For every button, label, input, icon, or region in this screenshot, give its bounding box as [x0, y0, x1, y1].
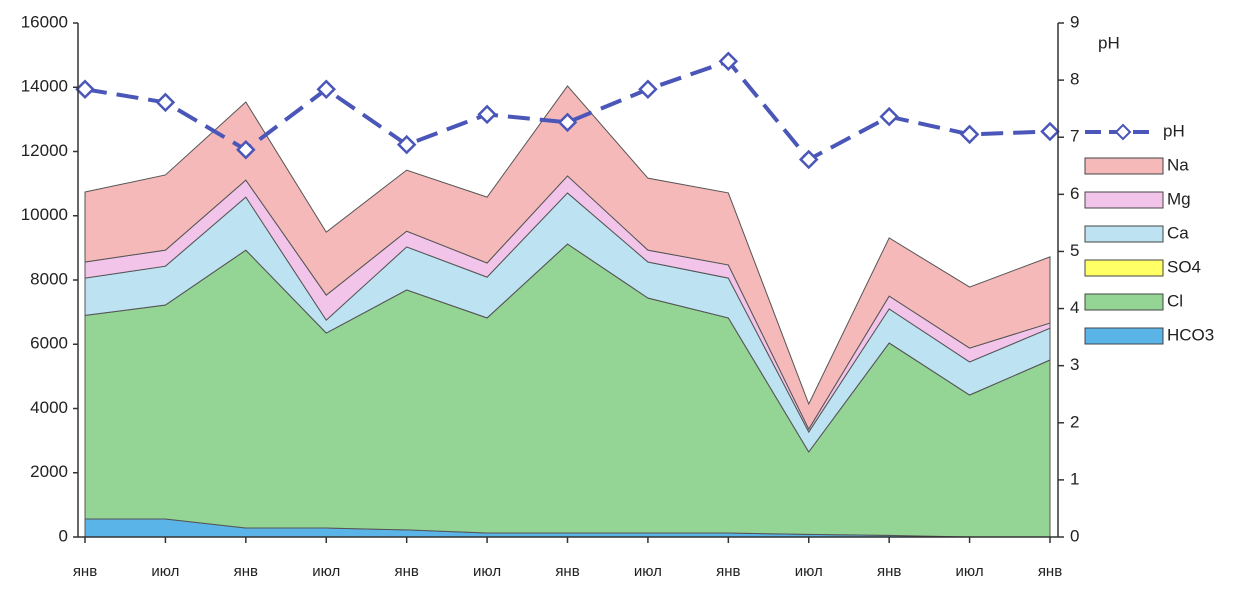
- ph-marker: [959, 124, 980, 145]
- y2-tick-label: 9: [1070, 12, 1079, 31]
- ph-marker: [798, 149, 819, 170]
- x-tick-label: июл: [956, 563, 984, 580]
- y2-tick-label: 4: [1070, 298, 1079, 317]
- legend-label: Cl: [1167, 291, 1183, 310]
- ph-marker: [477, 104, 497, 125]
- ph-marker: [557, 112, 578, 133]
- x-tick-label: июл: [151, 563, 179, 580]
- x-tick-label: янв: [555, 563, 579, 580]
- y-tick-label: 0: [59, 526, 68, 545]
- legend-label: SO4: [1167, 257, 1201, 276]
- y-tick-label: 4000: [30, 398, 68, 417]
- y-tick-label: 16000: [21, 12, 68, 31]
- legend-swatch: [1084, 293, 1164, 311]
- y2-tick-label: 2: [1070, 412, 1079, 431]
- y-tick-label: 14000: [21, 77, 68, 96]
- x-tick-label: янв: [1038, 563, 1062, 580]
- ph-marker: [638, 79, 658, 100]
- legend-swatch: [1084, 157, 1164, 175]
- x-tick-label: июл: [312, 563, 340, 580]
- legend-swatch: [1084, 259, 1164, 277]
- ph-marker: [879, 106, 899, 127]
- legend-marker: [1114, 123, 1132, 141]
- legend-label: Mg: [1167, 189, 1191, 208]
- legend-swatch: [1084, 225, 1164, 243]
- y2-tick-label: 0: [1070, 526, 1079, 545]
- ph-marker: [75, 79, 95, 100]
- legend-swatch: [1084, 327, 1164, 345]
- x-tick-label: янв: [394, 563, 418, 580]
- legend-swatch: [1084, 191, 1164, 209]
- y-tick-label: 2000: [30, 462, 68, 481]
- x-tick-label: июл: [795, 563, 823, 580]
- y2-tick-label: 6: [1070, 184, 1079, 203]
- x-tick-label: янв: [73, 563, 97, 580]
- x-tick-label: июл: [634, 563, 662, 580]
- y2-axis-label: pH: [1098, 33, 1120, 52]
- ph-marker: [1040, 121, 1060, 142]
- ph-marker: [236, 140, 256, 160]
- y2-tick-label: 8: [1070, 70, 1079, 89]
- x-tick-label: янв: [234, 563, 258, 580]
- legend-label: pH: [1163, 121, 1185, 140]
- y-tick-label: 10000: [21, 205, 68, 224]
- legend-label: Na: [1167, 155, 1189, 174]
- legend-label: HCO3: [1167, 325, 1214, 344]
- x-tick-label: янв: [877, 563, 901, 580]
- ph-marker: [396, 134, 417, 155]
- y2-tick-label: 7: [1070, 127, 1079, 146]
- y2-tick-label: 1: [1070, 469, 1079, 488]
- y-tick-label: 12000: [21, 141, 68, 160]
- x-tick-label: июл: [473, 563, 501, 580]
- ph-marker: [316, 79, 337, 100]
- y2-tick-label: 5: [1070, 241, 1079, 260]
- area: [84, 85, 1051, 431]
- ph-marker: [155, 92, 176, 113]
- ph-marker: [718, 51, 739, 72]
- x-tick-label: янв: [716, 563, 740, 580]
- y2-tick-label: 3: [1070, 355, 1079, 374]
- legend-label: Ca: [1167, 223, 1189, 242]
- y-tick-label: 6000: [30, 334, 68, 353]
- y-tick-label: 8000: [30, 269, 68, 288]
